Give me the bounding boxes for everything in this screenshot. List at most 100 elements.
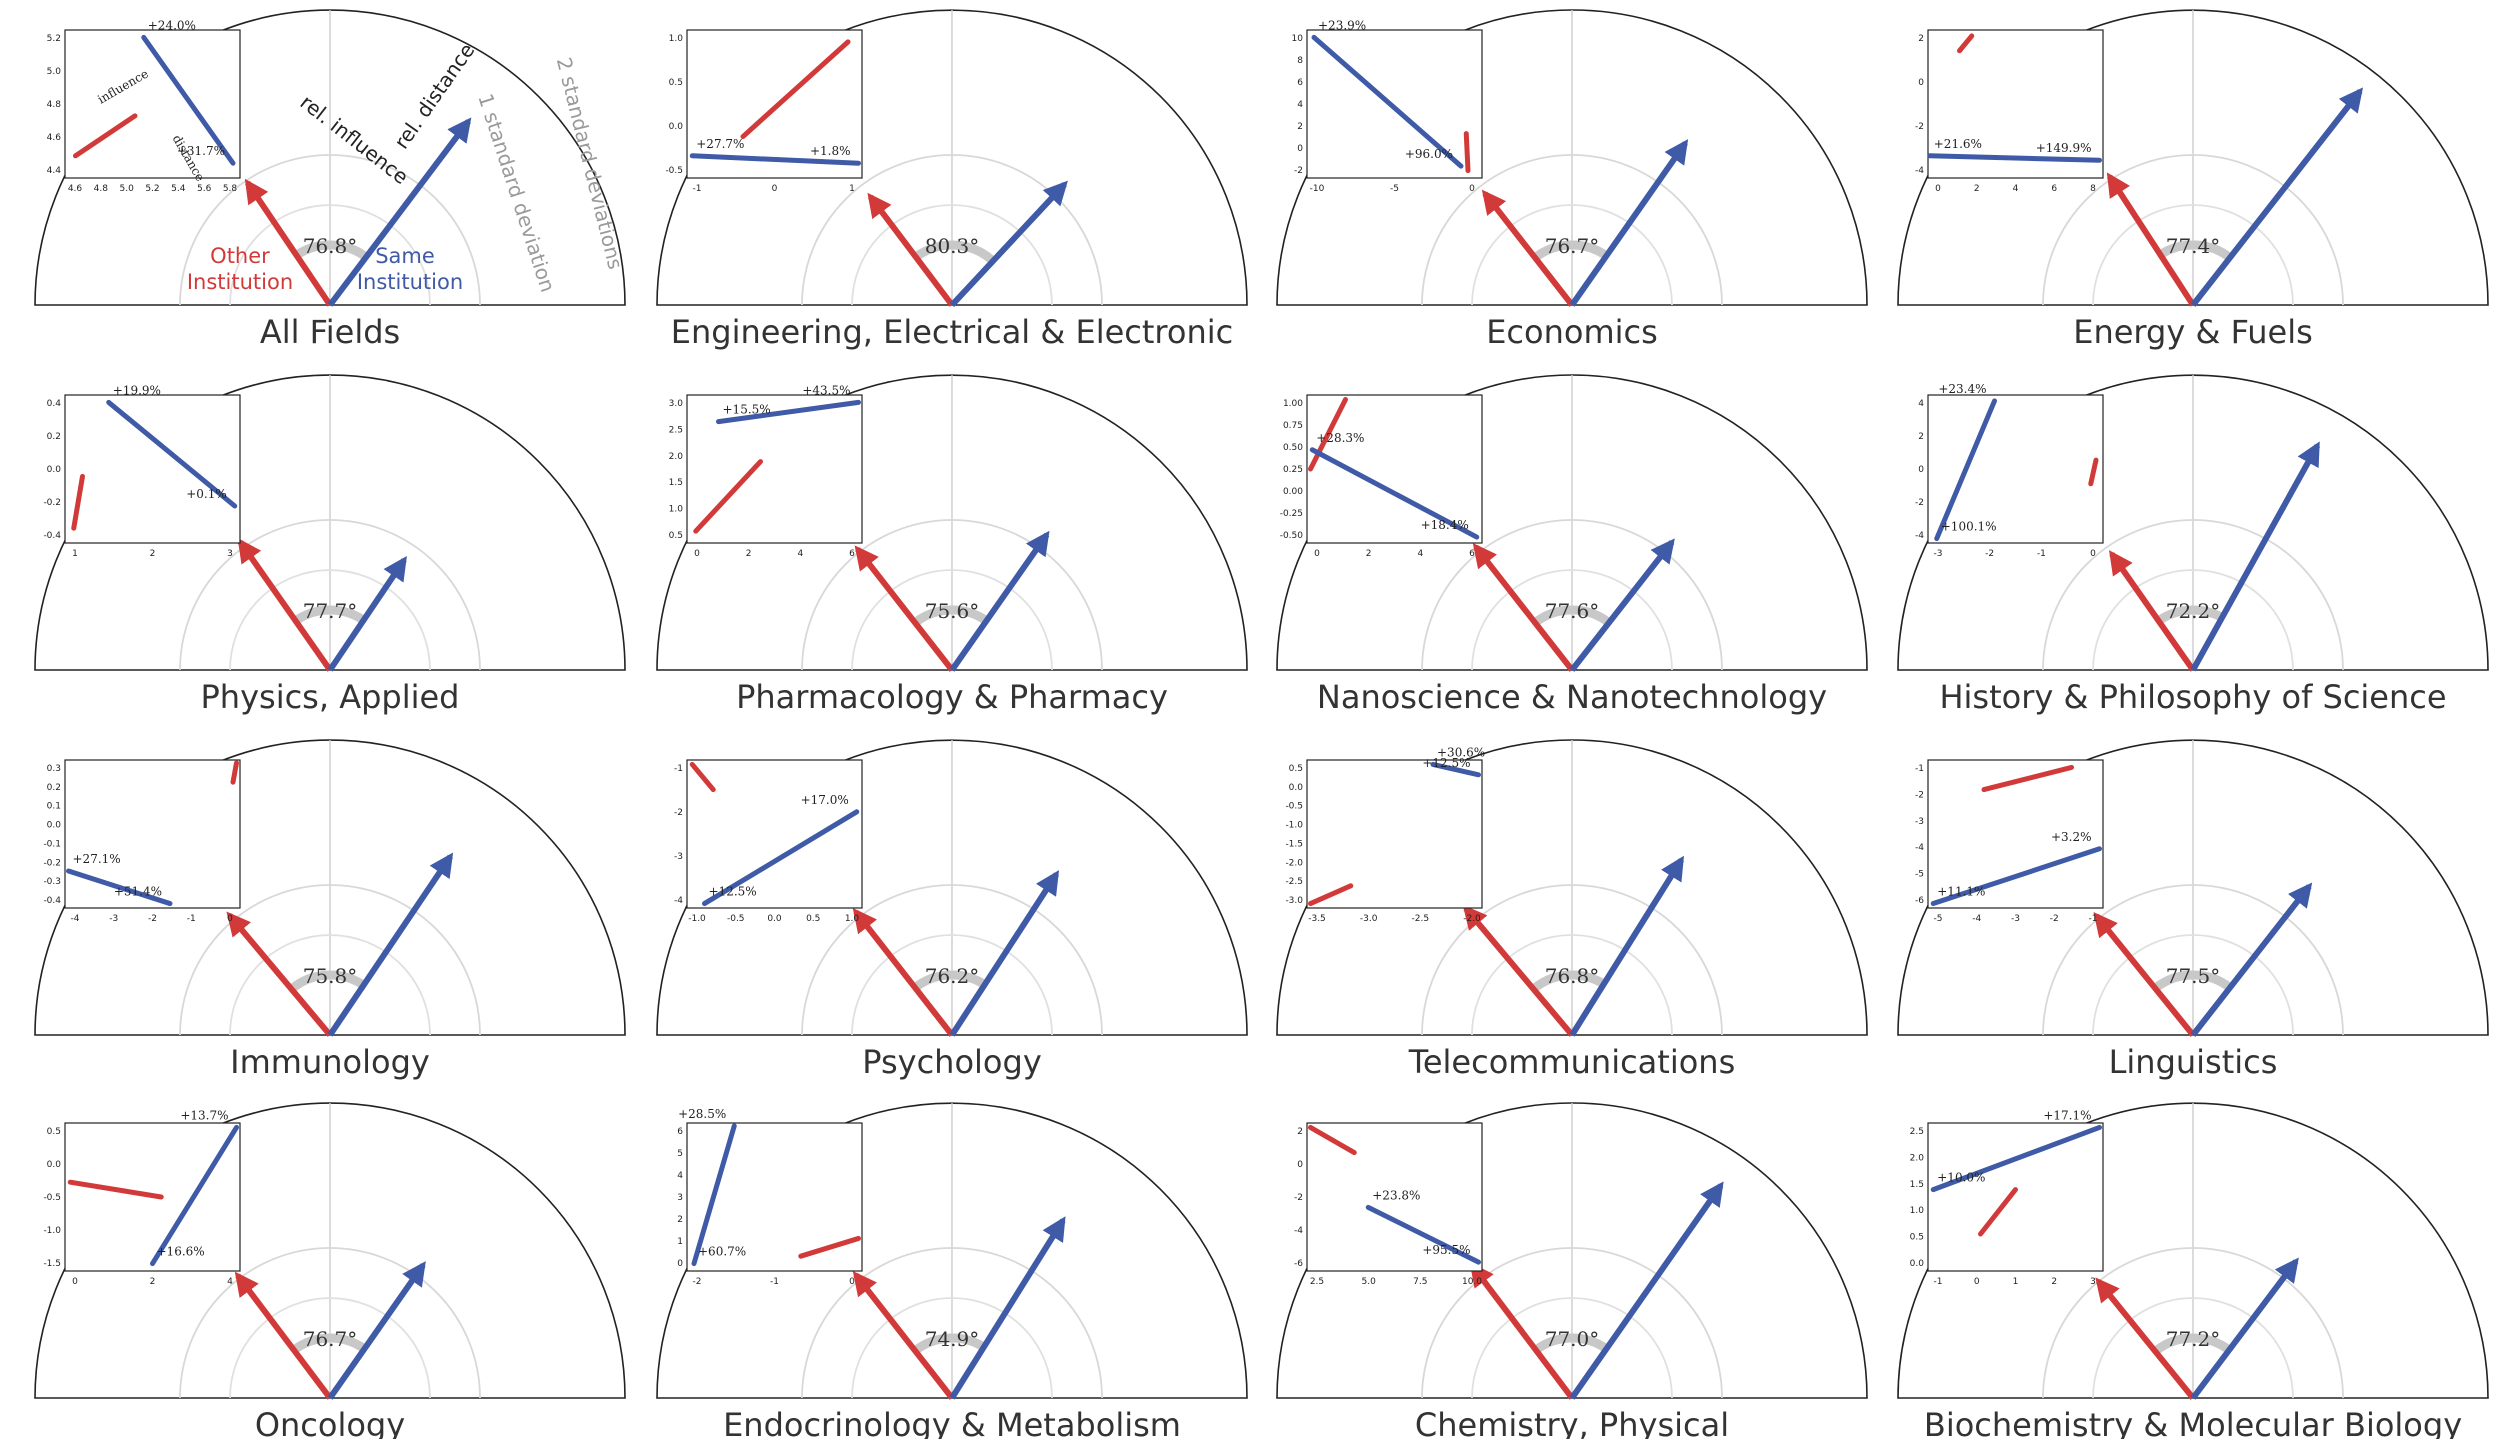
inset-xtick: 8	[2090, 184, 2096, 194]
inset-xtick: 7.5	[1413, 1277, 1427, 1287]
one-sd-arc	[851, 569, 1053, 671]
one-sd-arc	[229, 1297, 431, 1399]
inset-ytick: -6	[1915, 896, 1924, 906]
inset-other-line	[1978, 1187, 2018, 1237]
inset-xtick: 0.5	[806, 914, 820, 924]
inset-same-line	[1934, 398, 1997, 542]
inset-xtick: 4	[2013, 184, 2019, 194]
inset-same-line	[1365, 1204, 1481, 1265]
angle-label: 76.7°	[1545, 234, 1600, 258]
inset-xtick: -3.5	[1308, 914, 1326, 924]
panel-title: Psychology	[862, 1043, 1042, 1081]
two-sd-arc	[801, 154, 1103, 306]
panel-title: Economics	[1486, 313, 1658, 351]
one-sd-arc	[2092, 569, 2294, 671]
inset-pct-label: +12.5%	[1422, 756, 1470, 770]
angle-label: 77.2°	[2166, 1327, 2221, 1351]
inset-other-line	[2088, 457, 2099, 487]
inset: -2 0 2 4 6 8 10 -10 -5 0 +23.9% +96.0%	[1292, 18, 1483, 194]
other-institution-arrow	[244, 178, 333, 307]
inset-xtick: -5	[1934, 914, 1943, 924]
two-sd-arc	[179, 519, 481, 671]
panel-7: 72.2° History & Philosophy of Science -4 -2…	[1897, 374, 2489, 716]
panel-title: Nanoscience & Nanotechnology	[1317, 678, 1827, 716]
inset-xtick: 10.0	[1462, 1277, 1482, 1287]
inset-xtick: -2	[693, 1277, 702, 1287]
inset-ytick: -4	[1915, 166, 1924, 176]
inset-pct-label: +18.4%	[1421, 518, 1469, 532]
panel-title: Physics, Applied	[201, 678, 460, 716]
inset-xtick: 4	[1417, 549, 1423, 559]
inset-xtick: -4	[1972, 914, 1981, 924]
inset-ytick: 2.0	[669, 452, 684, 462]
one-sd-arc	[851, 204, 1053, 306]
inset-same-line	[66, 868, 173, 907]
inset-pct-label: +28.3%	[1316, 431, 1364, 445]
inset-same-line	[716, 399, 861, 425]
inset-pct-label: +1.8%	[810, 144, 851, 158]
inset-pct-label: +12.5%	[709, 885, 757, 899]
angle-arc	[288, 970, 367, 993]
same-institution-arrow	[327, 555, 407, 672]
other-institution-arrow	[1469, 1262, 1575, 1400]
inset-other-line	[67, 1179, 164, 1200]
inset-other-line	[740, 39, 851, 140]
inset-xtick: 2.5	[1310, 1277, 1324, 1287]
inset-ytick: 1.0	[669, 34, 684, 44]
inset-same-line	[141, 34, 236, 166]
inset-xtick: 0.0	[767, 914, 782, 924]
same-institution-arrow	[2190, 87, 2364, 307]
inset-xtick: 0	[1314, 549, 1320, 559]
inset-ytick: 0	[1918, 465, 1924, 475]
inset-xtick: 6	[849, 549, 855, 559]
panel-13: 74.9° Endocrinology & Metabolism 0 1 2 3 4 5 6 -2…	[656, 1102, 1248, 1439]
inset-pct-label: +3.2%	[2051, 830, 2092, 844]
inset: 0.5 1.0 1.5 2.0 2.5 3.0 0 2 4 6 +15.5% +43.5%	[669, 383, 863, 559]
legend-other-line1: Other	[210, 244, 270, 268]
angle-label: 76.7°	[303, 1327, 358, 1351]
same-institution-arrow	[2190, 1257, 2299, 1400]
inset-ytick: 1.5	[669, 478, 683, 488]
inset-ytick: -0.1	[43, 839, 61, 849]
inset-xtick: -1.0	[688, 914, 706, 924]
inset-pct-label: +31.7%	[177, 144, 225, 158]
inset-ytick: 4.6	[47, 133, 62, 143]
panel-15: 77.2° Biochemistry & Molecular Biology 0.0…	[1897, 1102, 2489, 1439]
panel-title: Endocrinology & Metabolism	[723, 1406, 1181, 1439]
same-institution-arrow	[1569, 1181, 1724, 1400]
inset-xtick: 1	[72, 549, 78, 559]
inset-pct-label: +24.0%	[148, 18, 196, 32]
inset-ytick: 0	[1918, 78, 1924, 88]
inset-pct-label: +51.4%	[114, 885, 162, 899]
inset-xtick: 2	[150, 1277, 156, 1287]
two-sd-arc	[2042, 1247, 2344, 1399]
two-sd-arc	[801, 519, 1103, 671]
inset-ytick: 0.0	[47, 821, 62, 831]
angle-label: 72.2°	[2166, 599, 2221, 623]
inset-pct-label: +13.7%	[180, 1108, 228, 1122]
panel-14: 77.0° Chemistry, Physical -6 -4 -2 0 2 2.5 5.0 7.…	[1276, 1102, 1868, 1439]
inset-pct-label: +100.1%	[1941, 520, 1997, 534]
inset-xtick: -1	[187, 914, 196, 924]
inset-ytick: 1.0	[669, 505, 684, 515]
inset-ytick: -0.4	[43, 896, 61, 906]
inset-ytick: 0.3	[47, 764, 61, 774]
inset-xtick: 4	[227, 1277, 233, 1287]
inset: 4.4 4.6 4.8 5.0 5.2 4.6 4.8 5.0 5.2 5.4 5.6 5.8 +24.…	[47, 18, 241, 194]
angle-label: 80.3°	[925, 234, 980, 258]
inset-same-line	[691, 1123, 737, 1267]
inset-ytick: 3.0	[669, 399, 684, 409]
inset-ytick: 0.5	[1910, 1233, 1924, 1243]
inset-ytick: -1	[1915, 764, 1924, 774]
inset-ytick: -3	[674, 852, 683, 862]
inset-pct-label: +95.5%	[1422, 1243, 1470, 1257]
inset-ytick: -4	[1915, 843, 1924, 853]
angle-arc	[1532, 240, 1609, 262]
inset-pct-label: +15.5%	[723, 403, 771, 417]
inset-same-line	[1927, 153, 2102, 163]
one-sd-arc	[851, 1297, 1053, 1399]
one-sd-arc	[229, 204, 431, 306]
other-institution-arrow	[852, 908, 955, 1037]
inset-pct-label: +17.1%	[2043, 1108, 2091, 1122]
